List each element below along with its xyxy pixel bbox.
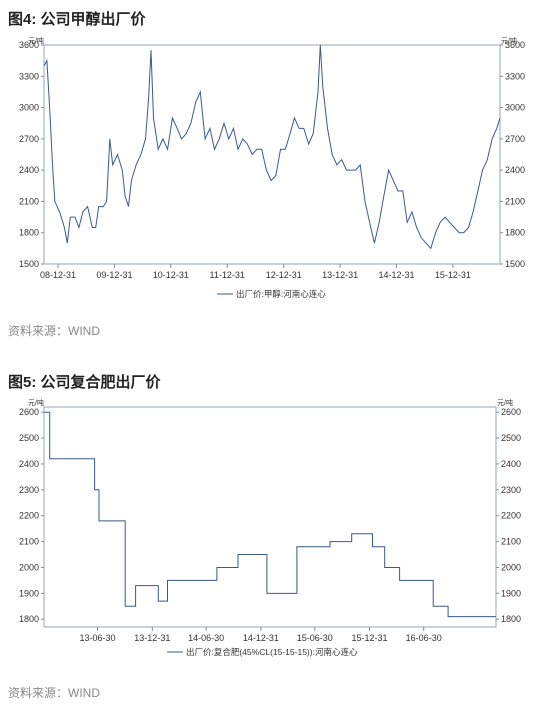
y-tick-label-left: 3300 [19,71,39,81]
y-tick-label-left: 2300 [19,485,39,495]
y-tick-label-right: 2600 [501,407,521,417]
x-tick-label: 16-06-30 [406,633,442,643]
chart5-fertilizer-price-line [44,411,496,618]
y-tick-label-right: 3600 [505,40,525,50]
y-tick-label-left: 2100 [19,196,39,206]
x-tick-label: 10-12-31 [153,270,189,280]
figure4-title: 图4: 公司甲醇出厂价 [8,11,146,28]
x-tick-label: 14-06-30 [188,633,224,643]
chart4-plot-frame [43,44,501,265]
chart4-unit-right: 元/吨 [501,36,517,45]
y-tick-label-left: 2200 [19,511,39,521]
x-tick-label: 15-12-31 [352,633,388,643]
x-tick-label: 15-06-30 [297,633,333,643]
x-tick-label: 13-06-30 [80,633,116,643]
chart5-legend-label: 出厂价:复合肥(45%CL(15-15-15)):河南心连心 [186,647,358,657]
y-tick-label-left: 1800 [19,228,39,238]
y-tick-label-left: 2700 [19,134,39,144]
chart4-methanol-price-line [43,44,501,250]
y-tick-label-right: 2000 [501,562,521,572]
y-tick-label-left: 2400 [19,165,39,175]
figure5-source: 资料来源：WIND [8,686,100,700]
y-tick-label-right: 2100 [505,196,525,206]
x-tick-label: 14-12-31 [378,270,414,280]
x-tick-label: 13-12-31 [134,633,170,643]
compound-fertilizer-price-chart: 元/吨 元/吨 1800 1800 1900 1900 2000 2000 2100 2100… [19,398,521,657]
x-tick-label: 13-12-31 [322,270,358,280]
y-tick-label-left: 2000 [19,562,39,572]
y-tick-label-right: 2200 [501,511,521,521]
x-tick-label: 15-12-31 [435,270,471,280]
methanol-price-chart: 元/吨 元/吨 1500 1500 1800 1800 2100 2100 2400 2400… [19,36,525,299]
x-tick-label: 08-12-31 [40,270,76,280]
chart4-legend-label: 出厂价:甲醇:河南心连心 [236,289,326,299]
x-tick-label: 11-12-31 [210,270,245,280]
y-tick-label-right: 3000 [505,103,525,113]
y-tick-label-right: 1800 [501,614,521,624]
y-tick-label-right: 2400 [501,459,521,469]
y-tick-label-right: 2500 [501,433,521,443]
y-tick-label-right: 1500 [505,259,525,269]
y-tick-label-left: 3600 [19,40,39,50]
figure4-source: 资料来源：WIND [8,324,100,338]
y-tick-label-right: 2100 [501,537,521,547]
y-tick-label-left: 2600 [19,407,39,417]
figure5-title: 图5: 公司复合肥出厂价 [8,374,161,391]
x-tick-label: 09-12-31 [96,270,132,280]
y-tick-label-right: 1900 [501,588,521,598]
chart5-unit-right: 元/吨 [497,398,513,407]
x-tick-label: 14-12-31 [243,633,279,643]
y-tick-label-right: 2700 [505,134,525,144]
y-tick-label-left: 2100 [19,537,39,547]
chart5-plot-frame [43,406,497,628]
y-tick-label-left: 1900 [19,588,39,598]
x-tick-label: 12-12-31 [266,270,302,280]
y-tick-label-left: 2400 [19,459,39,469]
y-tick-label-right: 3300 [505,71,525,81]
y-tick-label-left: 3000 [19,103,39,113]
y-tick-label-right: 2300 [501,485,521,495]
y-tick-label-left: 1500 [19,259,39,269]
chart5-unit-left: 元/吨 [28,398,44,407]
y-tick-label-right: 1800 [505,228,525,238]
y-tick-label-right: 2400 [505,165,525,175]
y-tick-label-left: 2500 [19,433,39,443]
y-tick-label-left: 1800 [19,614,39,624]
chart4-unit-left: 元/吨 [28,36,44,45]
